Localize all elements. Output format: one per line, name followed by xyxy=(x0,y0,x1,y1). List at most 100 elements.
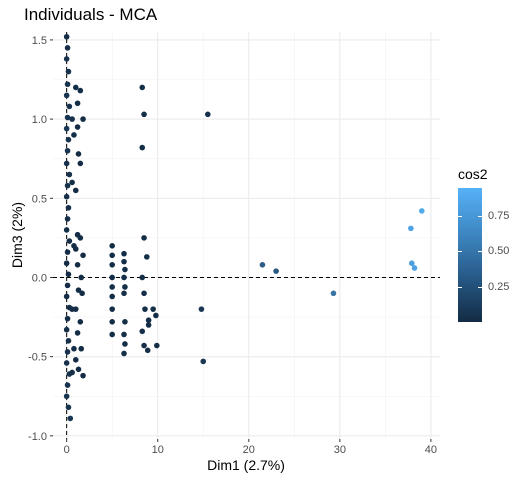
legend-tick-mark xyxy=(458,286,462,288)
data-point xyxy=(71,132,77,138)
data-point xyxy=(63,33,70,40)
data-point xyxy=(67,415,74,422)
data-point xyxy=(69,116,75,122)
x-tick-label: 30 xyxy=(334,444,346,456)
data-point xyxy=(144,347,151,354)
data-point xyxy=(121,250,127,257)
data-point xyxy=(64,147,71,154)
y-tick-label: -1.0 xyxy=(28,431,47,443)
legend-tick-mark xyxy=(458,216,462,218)
data-point xyxy=(139,328,146,335)
data-point xyxy=(65,68,72,75)
data-point xyxy=(74,261,81,268)
data-point xyxy=(63,125,70,132)
data-point xyxy=(65,338,72,344)
data-point xyxy=(153,312,159,319)
data-point xyxy=(63,360,70,366)
data-point xyxy=(78,345,85,352)
x-axis-title: Dim1 (2.7%) xyxy=(207,457,285,473)
data-point xyxy=(63,193,70,200)
data-point xyxy=(143,254,150,260)
data-point xyxy=(63,56,70,62)
y-axis-title: Dim3 (2%) xyxy=(9,202,25,268)
data-point xyxy=(418,208,425,214)
color-legend: cos2 0.25 0.50 0.75 xyxy=(458,166,528,324)
data-point xyxy=(109,274,115,281)
legend-tick-mark xyxy=(458,251,462,253)
data-point xyxy=(259,261,266,268)
data-point xyxy=(200,358,207,365)
data-point xyxy=(64,315,71,322)
legend-tick-label: 0.75 xyxy=(488,210,510,223)
plot-panel xyxy=(53,32,440,439)
data-point xyxy=(66,171,73,178)
data-point xyxy=(64,45,71,51)
axis-layer: 0 10 20 30 40 -1.0 -0.5 0.0 0.5 1.0 1.5 xyxy=(28,35,437,456)
data-point xyxy=(72,246,79,252)
legend-tick-mark xyxy=(478,286,482,288)
data-point xyxy=(109,284,115,290)
legend-tick-label: 0.25 xyxy=(488,280,510,293)
data-point xyxy=(75,287,82,293)
data-point xyxy=(141,235,147,241)
data-point xyxy=(72,306,79,312)
data-point xyxy=(79,290,85,297)
data-point xyxy=(411,265,418,271)
data-point xyxy=(64,382,71,388)
data-point xyxy=(75,366,82,373)
data-point xyxy=(408,225,414,232)
data-point xyxy=(139,274,146,281)
data-point xyxy=(63,227,70,233)
data-point xyxy=(71,345,77,352)
data-point xyxy=(64,282,71,289)
data-point xyxy=(80,372,86,379)
x-tick-label: 40 xyxy=(425,444,437,456)
data-point xyxy=(66,103,73,110)
data-point xyxy=(66,238,73,244)
data-point xyxy=(74,330,81,336)
data-point xyxy=(75,151,82,157)
data-point xyxy=(109,293,115,300)
data-point xyxy=(121,290,127,297)
data-point xyxy=(80,252,86,259)
data-point xyxy=(109,242,115,249)
data-point xyxy=(142,306,148,312)
data-point xyxy=(63,326,70,333)
data-point xyxy=(77,160,84,167)
data-point xyxy=(141,290,147,297)
data-point xyxy=(74,124,81,130)
y-tick-label: 1.0 xyxy=(32,114,47,126)
x-tick-label: 20 xyxy=(243,444,255,456)
data-point xyxy=(63,160,70,167)
x-tick-label: 0 xyxy=(64,444,70,456)
x-tick-label: 10 xyxy=(152,444,164,456)
data-point xyxy=(150,306,156,312)
data-point xyxy=(198,306,205,312)
data-point xyxy=(408,260,415,267)
data-point xyxy=(122,319,128,325)
legend-tick-label: 0.50 xyxy=(488,245,510,258)
data-point xyxy=(122,284,128,290)
data-point xyxy=(77,235,84,241)
data-point xyxy=(330,290,337,297)
data-point xyxy=(141,342,147,349)
data-point xyxy=(154,342,160,349)
data-point xyxy=(77,87,84,94)
y-tick-label: 1.5 xyxy=(32,35,47,47)
data-point xyxy=(205,111,211,118)
data-point xyxy=(109,331,115,338)
data-point xyxy=(74,100,81,107)
data-point xyxy=(64,182,71,189)
y-tick-label: -0.5 xyxy=(28,352,47,364)
data-point xyxy=(64,349,71,355)
legend-colorbar-wrap: 0.25 0.50 0.75 xyxy=(458,188,528,324)
legend-tick-mark xyxy=(478,216,482,218)
data-point xyxy=(65,271,72,278)
data-point xyxy=(63,293,70,300)
data-point xyxy=(109,261,115,268)
data-point xyxy=(122,266,128,273)
data-point xyxy=(121,258,127,265)
data-point xyxy=(64,249,71,255)
data-point xyxy=(64,81,71,88)
